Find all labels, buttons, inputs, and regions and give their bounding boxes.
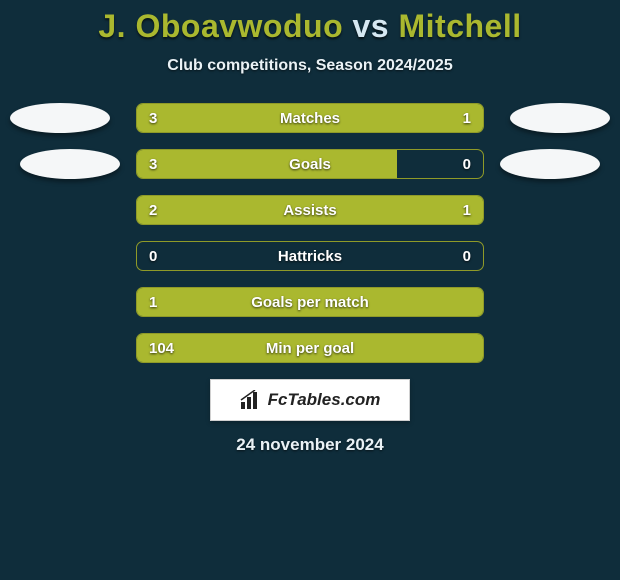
chart-area: 31Matches30Goals21Assists00Hattricks1Goa… (0, 103, 620, 363)
value-left: 3 (149, 150, 157, 178)
comparison-chart: 31Matches30Goals21Assists00Hattricks1Goa… (136, 103, 484, 363)
comparison-title: J. Oboavwoduo vs Mitchell (0, 0, 620, 45)
stat-row-matches: 31Matches (136, 103, 484, 133)
bar-left (137, 150, 397, 178)
value-right: 1 (463, 196, 471, 224)
value-right: 0 (463, 150, 471, 178)
value-right: 1 (463, 104, 471, 132)
value-right: 0 (463, 242, 471, 270)
player2-marker-bottom (500, 149, 600, 179)
bar-left (137, 334, 483, 362)
bar-left (137, 288, 483, 316)
player1-marker-bottom (20, 149, 120, 179)
footer-date: 24 november 2024 (0, 435, 620, 455)
footer-logo: FcTables.com (210, 379, 410, 421)
vs-text: vs (353, 8, 390, 44)
player2-marker-top (510, 103, 610, 133)
value-left: 3 (149, 104, 157, 132)
stat-row-goals: 30Goals (136, 149, 484, 179)
player1-marker-top (10, 103, 110, 133)
stat-row-min-per-goal: 104Min per goal (136, 333, 484, 363)
bar-left (137, 196, 369, 224)
footer-logo-text: FcTables.com (268, 390, 381, 410)
stat-row-assists: 21Assists (136, 195, 484, 225)
stat-row-hattricks: 0 0Hattricks (136, 241, 484, 271)
player1-name: J. Oboavwoduo (98, 8, 343, 44)
row-label: Hattricks (137, 242, 483, 270)
bar-left (137, 104, 397, 132)
subtitle: Club competitions, Season 2024/2025 (0, 57, 620, 75)
value-left: 2 (149, 196, 157, 224)
value-left: 104 (149, 334, 174, 362)
stat-row-goals-per-match: 1Goals per match (136, 287, 484, 317)
value-left: 1 (149, 288, 157, 316)
player2-name: Mitchell (398, 8, 521, 44)
value-left: 0 (149, 242, 157, 270)
fctables-icon (240, 390, 262, 410)
